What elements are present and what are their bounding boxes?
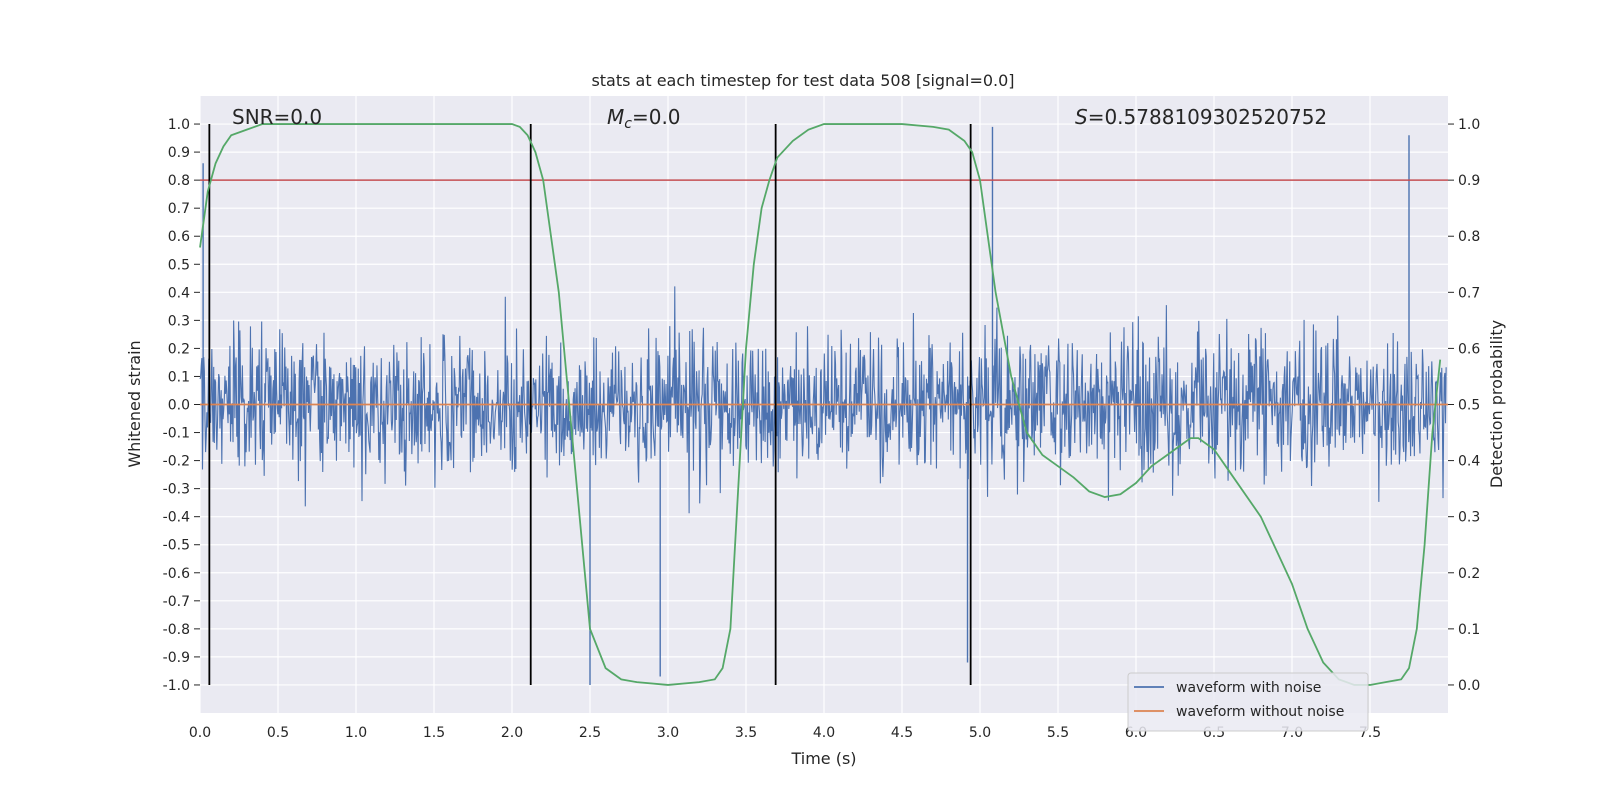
y-tick-label: -0.3 [163, 482, 190, 498]
detection-probability-line [199, 123, 1442, 686]
y-tick-label: -1.0 [163, 678, 190, 694]
waveform-with-noise-line [199, 286, 1447, 514]
x-tick-label: 0.0 [189, 725, 211, 741]
annotation-s: S=0.5788109302520752 [1075, 105, 1327, 129]
y-tick-label: 0.8 [168, 173, 190, 189]
y-tick-label: -0.4 [163, 510, 190, 526]
y-right-tick-label: 0.2 [1458, 566, 1480, 582]
y-right-tick-label: 0.0 [1458, 678, 1480, 694]
y-tick-label: -0.1 [163, 426, 190, 442]
y-right-tick-label: 0.3 [1458, 510, 1480, 526]
y-tick-label: -0.9 [163, 650, 190, 666]
legend-label-clean: waveform without noise [1176, 704, 1344, 720]
annotation-mc: Mc=0.0 [607, 105, 681, 132]
y-tick-label: 0.1 [168, 369, 190, 385]
y-axis-label: Whitened strain [125, 340, 144, 467]
x-tick-label: 3.0 [657, 725, 679, 741]
y-tick-label: 0.5 [168, 257, 190, 273]
x-tick-label: 2.0 [501, 725, 523, 741]
x-tick-label: 2.5 [579, 725, 601, 741]
x-tick-label: 1.0 [345, 725, 367, 741]
x-tick-label: 1.5 [423, 725, 445, 741]
chart-title: stats at each timestep for test data 508… [591, 71, 1014, 90]
x-tick-label: 5.0 [969, 725, 991, 741]
legend-label-noise: waveform with noise [1176, 680, 1321, 696]
y-right-tick-label: 0.9 [1458, 173, 1480, 189]
y-right-tick-label: 1.0 [1458, 117, 1480, 133]
x-tick-label: 4.5 [891, 725, 913, 741]
annotation-snr: SNR=0.0 [232, 105, 322, 129]
line-series [199, 123, 1448, 686]
legend: waveform with noise waveform without noi… [1127, 672, 1369, 732]
y-tick-label: -0.2 [163, 454, 190, 470]
y-right-tick-label: 0.4 [1458, 454, 1480, 470]
y-tick-label: 0.4 [168, 285, 190, 301]
y-tick-label: 0.7 [168, 201, 190, 217]
y-tick-label: 0.6 [168, 229, 190, 245]
y-tick-label: 0.3 [168, 313, 190, 329]
y-tick-label: -0.8 [163, 622, 190, 638]
y-right-tick-label: 0.5 [1458, 398, 1480, 414]
x-tick-label: 0.5 [267, 725, 289, 741]
x-axis-label: Time (s) [790, 749, 856, 768]
x-tick-label: 4.0 [813, 725, 835, 741]
y-axis-right-label: Detection probability [1487, 320, 1506, 488]
x-tick-label: 3.5 [735, 725, 757, 741]
x-tick-label: 5.5 [1047, 725, 1069, 741]
y-tick-label: 0.2 [168, 341, 190, 357]
y-tick-label: 0.0 [168, 398, 190, 414]
y-tick-label: 1.0 [168, 117, 190, 133]
y-right-tick-label: 0.7 [1458, 285, 1480, 301]
y-tick-label: -0.5 [163, 538, 190, 554]
y-tick-label: -0.6 [163, 566, 190, 582]
y-right-tick-label: 0.1 [1458, 622, 1480, 638]
y-tick-label: -0.7 [163, 594, 190, 610]
legend-box [1127, 672, 1369, 732]
y-tick-label: 0.9 [168, 145, 190, 161]
y-right-tick-label: 0.6 [1458, 341, 1480, 357]
y-right-tick-label: 0.8 [1458, 229, 1480, 245]
